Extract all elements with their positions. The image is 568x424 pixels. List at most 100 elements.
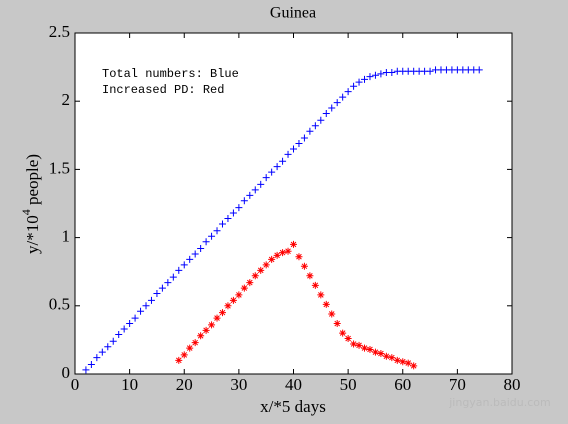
data-point: [328, 104, 336, 112]
data-point: [147, 296, 155, 304]
y-label-sup: 4: [19, 209, 33, 215]
data-point: [344, 88, 352, 96]
data-point: [290, 145, 297, 153]
data-point: [87, 360, 95, 368]
data-point: [202, 238, 210, 246]
data-point: [361, 75, 369, 83]
data-point: [284, 150, 292, 158]
data-point: [246, 279, 254, 287]
data-point: [306, 272, 314, 280]
data-point: [153, 290, 161, 298]
data-point: [382, 352, 390, 360]
data-point: [98, 348, 106, 356]
data-point: [273, 163, 281, 171]
y-tick-label: 2: [62, 90, 71, 109]
data-point: [366, 73, 374, 81]
x-tick-label: 20: [176, 375, 193, 394]
data-point: [191, 250, 199, 258]
data-point: [322, 109, 330, 117]
data-point: [295, 139, 303, 147]
data-point: [426, 67, 434, 75]
data-point: [257, 266, 265, 274]
y-tick-label: 0: [62, 363, 71, 382]
data-point: [240, 197, 248, 205]
data-point: [366, 345, 374, 353]
data-point: [191, 339, 199, 347]
x-tick-label: 40: [285, 375, 302, 394]
data-point: [115, 330, 123, 338]
annotation: Total numbers: Blue: [102, 67, 239, 81]
data-point: [186, 344, 194, 352]
y-label-suffix: people): [23, 154, 42, 209]
y-tick-label: 1.5: [49, 158, 70, 177]
data-point: [180, 351, 188, 359]
data-point: [175, 266, 183, 274]
x-tick-label: 0: [71, 375, 80, 394]
data-point: [197, 245, 205, 253]
data-point: [268, 255, 276, 263]
data-point: [404, 359, 412, 367]
data-point: [290, 240, 297, 248]
data-point: [328, 310, 336, 318]
data-point: [213, 227, 221, 235]
data-point: [109, 337, 117, 345]
data-point: [104, 343, 112, 351]
data-point: [306, 127, 314, 135]
x-axis-label: x/*5 days: [260, 397, 326, 416]
annotation: Increased PD: Red: [102, 83, 224, 97]
data-point: [240, 284, 248, 292]
data-point: [164, 279, 172, 287]
data-point: [169, 273, 177, 281]
data-point: [224, 302, 232, 310]
y-tick-label: 0.5: [49, 295, 70, 314]
data-point: [333, 320, 341, 328]
data-point: [322, 300, 330, 308]
data-point: [355, 78, 363, 86]
data-point: [262, 261, 270, 269]
x-tick-label: 50: [340, 375, 357, 394]
data-point: [251, 186, 259, 194]
x-tick-label: 70: [449, 375, 466, 394]
data-point: [175, 356, 183, 364]
data-point: [388, 69, 396, 77]
data-point: [142, 302, 150, 310]
x-tick-label: 60: [394, 375, 411, 394]
y-label-main: y/*10: [23, 215, 42, 254]
data-point: [229, 209, 237, 217]
y-tick-label: 2.5: [49, 22, 70, 41]
data-point: [180, 261, 188, 269]
data-point: [361, 344, 369, 352]
data-point: [371, 71, 379, 79]
data-point: [235, 204, 243, 212]
x-tick-label: 10: [121, 375, 138, 394]
data-point: [377, 350, 385, 358]
data-point: [377, 70, 385, 78]
data-point: [218, 220, 226, 228]
data-point: [300, 262, 308, 270]
data-point: [371, 348, 379, 356]
data-point: [202, 326, 210, 334]
data-point: [350, 340, 358, 348]
data-point: [311, 281, 319, 289]
data-point: [158, 284, 166, 292]
data-point: [273, 251, 281, 259]
data-point: [126, 320, 134, 328]
y-tick-label: 1: [62, 227, 71, 246]
data-point: [300, 134, 308, 142]
data-point: [197, 332, 205, 340]
data-point: [246, 191, 254, 199]
data-point: [268, 168, 276, 176]
data-point: [137, 307, 145, 315]
data-point: [251, 272, 259, 280]
data-point: [355, 341, 363, 349]
data-point: [262, 174, 270, 182]
data-point: [317, 291, 325, 299]
data-point: [344, 335, 352, 343]
data-point: [218, 309, 226, 317]
data-point: [235, 291, 243, 299]
data-point: [388, 354, 396, 362]
data-point: [284, 247, 292, 255]
data-point: [339, 93, 347, 101]
data-point: [93, 354, 101, 362]
plot-area: [75, 33, 512, 374]
